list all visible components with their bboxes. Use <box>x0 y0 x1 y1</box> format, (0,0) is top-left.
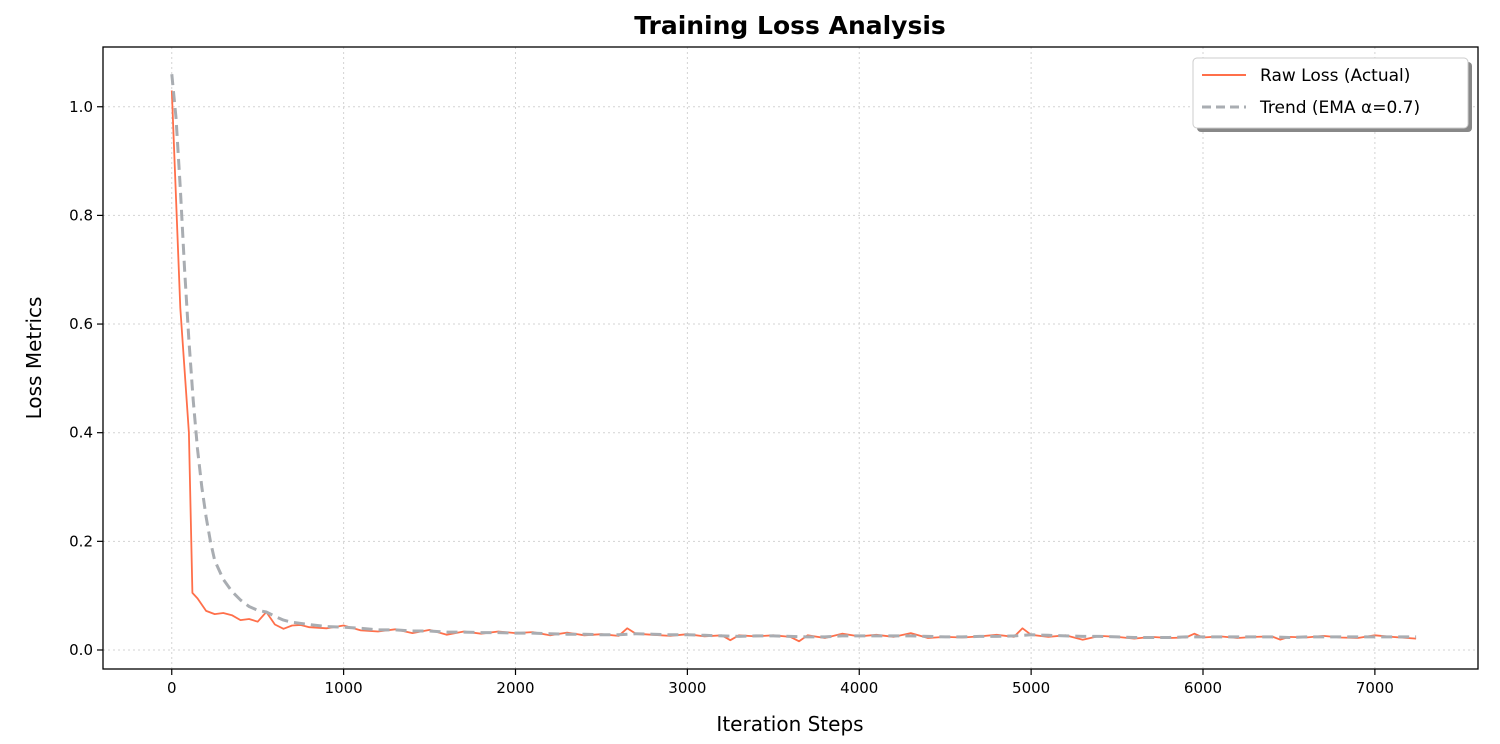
x-tick-label: 4000 <box>840 679 878 697</box>
y-tick-label: 0.2 <box>69 532 93 550</box>
x-tick-label: 2000 <box>496 679 534 697</box>
legend-box <box>1192 57 1469 129</box>
x-tick-label: 5000 <box>1012 679 1050 697</box>
raw-loss-line <box>170 90 1417 643</box>
trend-ema-line <box>170 74 1417 639</box>
plot-frame <box>102 46 1479 670</box>
x-tick-label: 3000 <box>668 679 706 697</box>
y-tick-label: 0.8 <box>69 206 93 224</box>
x-tick-label: 6000 <box>1184 679 1222 697</box>
legend-trend-label: Trend (EMA α=0.7) <box>1259 98 1420 118</box>
legend-raw-loss-label: Raw Loss (Actual) <box>1260 66 1410 86</box>
y-tick-label: 0.0 <box>69 641 93 659</box>
series-layer <box>170 74 1417 643</box>
x-axis-label: Iteration Steps <box>716 712 863 736</box>
x-tick-label: 0 <box>167 679 177 697</box>
legend: Raw Loss (Actual) Trend (EMA α=0.7) <box>1192 57 1472 132</box>
y-axis: 0.0 0.2 0.4 0.6 0.8 1.0 <box>69 98 103 659</box>
x-tick-label: 1000 <box>325 679 363 697</box>
grid <box>103 47 1478 669</box>
x-tick-label: 7000 <box>1356 679 1394 697</box>
chart-title: Training Loss Analysis <box>634 11 946 40</box>
y-tick-label: 0.6 <box>69 315 93 333</box>
x-axis: 0 1000 2000 3000 4000 5000 6000 7000 <box>167 669 1394 697</box>
y-tick-label: 0.4 <box>69 424 93 442</box>
y-axis-label: Loss Metrics <box>22 297 46 420</box>
y-tick-label: 1.0 <box>69 98 93 116</box>
